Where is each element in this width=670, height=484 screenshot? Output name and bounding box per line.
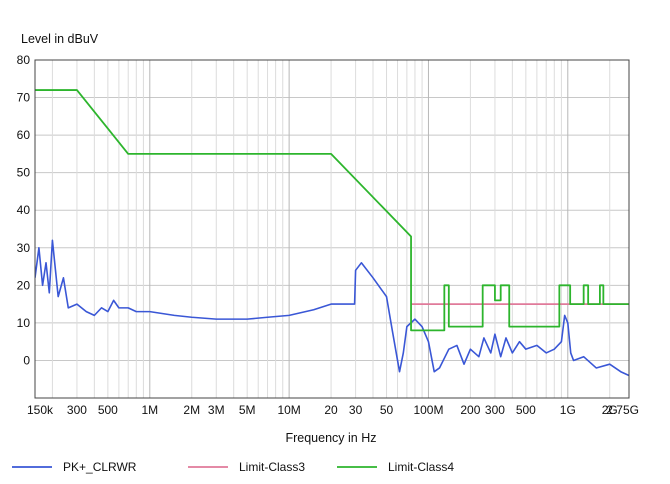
x-tick-label: 300 — [67, 403, 87, 417]
y-tick-label: 0 — [23, 353, 30, 367]
y-tick-label: 10 — [17, 316, 31, 330]
y-tick-label: 30 — [17, 241, 31, 255]
grid — [35, 59, 629, 399]
legend-label: Limit-Class3 — [239, 460, 305, 474]
x-tick-label: 2G — [602, 403, 618, 417]
x-tick-label: 3M — [208, 403, 225, 417]
x-tick-label: 20 — [324, 403, 338, 417]
x-tick-label: 500 — [98, 403, 118, 417]
y-tick-label: 20 — [17, 278, 31, 292]
y-tick-label: 60 — [17, 128, 31, 142]
plot-frame — [34, 59, 630, 399]
x-tick-label: 2.75G — [606, 403, 639, 417]
x-axis-label: Frequency in Hz — [285, 431, 376, 445]
x-tick-label: 5M — [239, 403, 256, 417]
series-line-limit-class4 — [35, 89, 629, 332]
x-tick-label: 500 — [516, 403, 536, 417]
series-layer — [35, 89, 629, 377]
x-tick-label: 30 — [349, 403, 363, 417]
legend-label: PK+_CLRWR — [63, 460, 137, 474]
x-tick-label: 300 — [485, 403, 505, 417]
series-line-pk-clrwr — [35, 239, 629, 377]
y-axis-label: Level in dBuV — [21, 32, 99, 46]
x-tick-label: 50 — [380, 403, 394, 417]
tick-labels: 0 10 20 30 40 50 60 70 80 150k 300 500 1M 2M 3M 5M 10M 20… — [17, 53, 639, 417]
x-tick-label: 200 — [460, 403, 480, 417]
x-tick-label: 2M — [183, 403, 200, 417]
y-tick-label: 80 — [17, 53, 31, 67]
x-tick-label: 1M — [141, 403, 158, 417]
x-tick-label: 150k — [27, 403, 54, 417]
y-tick-label: 40 — [17, 203, 31, 217]
legend: PK+_CLRWR Limit-Class3 Limit-Class4 — [12, 460, 454, 474]
y-tick-label: 50 — [17, 166, 31, 180]
legend-label: Limit-Class4 — [388, 460, 454, 474]
x-tick-label: 100M — [413, 403, 443, 417]
x-tick-label: 10M — [277, 403, 300, 417]
x-tick-label: 1G — [560, 403, 576, 417]
y-tick-label: 70 — [17, 91, 31, 105]
